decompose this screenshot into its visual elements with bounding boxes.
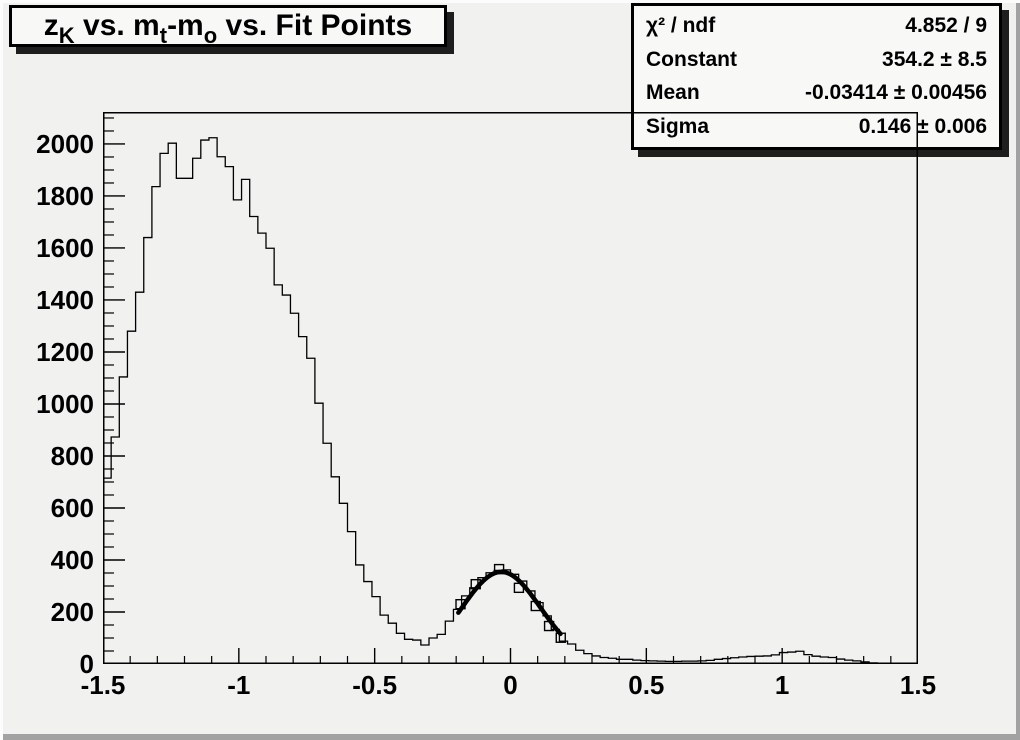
- stats-label-chi2: χ² / ndf: [646, 13, 716, 37]
- x-axis-tick-label: 1.5: [899, 670, 937, 700]
- y-axis-tick-label: 800: [50, 440, 94, 471]
- y-axis-tick-label: 1000: [36, 388, 94, 419]
- y-axis-tick-label: 200: [50, 596, 94, 627]
- fit-point-marker: [543, 620, 555, 632]
- fit-point-marker: [513, 582, 525, 594]
- title-text: vs. m: [74, 9, 160, 42]
- fit-point-marker: [530, 600, 541, 612]
- frame-border: [103, 112, 918, 664]
- y-axis-tick-label: 0: [79, 649, 94, 679]
- y-axis-tick-label: 1400: [36, 284, 94, 315]
- y-axis-tick-label: 400: [50, 544, 94, 575]
- title-text: z: [43, 9, 59, 42]
- x-axis-tick-label: 0: [503, 670, 518, 700]
- fit-point-marker: [470, 578, 481, 590]
- y-axis-tick-label: 1200: [36, 336, 94, 367]
- stats-label-constant: Constant: [646, 47, 737, 71]
- stats-value-mean: -0.03414 ± 0.00456: [804, 81, 987, 105]
- stats-row-constant: Constant 354.2 ± 8.5: [646, 48, 987, 72]
- x-axis-tick-label: 0.5: [628, 670, 665, 700]
- fit-point-marker: [493, 563, 505, 575]
- plot-title: zK vs. mt-mo vs. Fit Points: [43, 9, 413, 48]
- y-axis-tick-label: 1800: [36, 180, 94, 211]
- plot-title-box[interactable]: zK vs. mt-mo vs. Fit Points: [9, 5, 447, 48]
- x-axis-tick-label: -1.5: [80, 670, 126, 700]
- title-subscript: o: [203, 23, 218, 48]
- histogram-outline: [103, 137, 918, 664]
- stats-row-mean: Mean -0.03414 ± 0.00456: [646, 81, 987, 105]
- title-text: vs. Fit Points: [217, 9, 413, 42]
- stats-label-sigma: Sigma: [646, 115, 710, 139]
- x-axis-tick-label: -1: [227, 670, 251, 700]
- title-text: -m: [167, 9, 204, 42]
- y-axis-tick-label: 2000: [36, 128, 94, 159]
- title-subscript: t: [159, 23, 168, 48]
- y-axis-tick-label: 600: [50, 492, 94, 523]
- x-axis-tick-label: -0.5: [352, 670, 398, 700]
- x-axis-tick-label: 1: [774, 670, 790, 700]
- stats-row-sigma: Sigma 0.146 ± 0.006: [646, 115, 987, 139]
- plot-frame[interactable]: [103, 112, 918, 664]
- y-axis-tick-label: 1600: [36, 232, 94, 263]
- fit-point-marker: [555, 632, 566, 643]
- stats-row-chi2: χ² / ndf 4.852 / 9: [646, 14, 987, 38]
- stats-value-chi2: 4.852 / 9: [905, 13, 987, 37]
- stats-value-sigma: 0.146 ± 0.006: [858, 115, 987, 139]
- title-subscript: K: [58, 23, 75, 48]
- fit-point-marker: [455, 599, 466, 610]
- fit-stats-box[interactable]: χ² / ndf 4.852 / 9 Constant 354.2 ± 8.5 …: [631, 3, 1002, 150]
- stats-value-constant: 354.2 ± 8.5: [882, 47, 987, 71]
- fit-curve: [456, 569, 563, 637]
- stats-label-mean: Mean: [646, 81, 700, 105]
